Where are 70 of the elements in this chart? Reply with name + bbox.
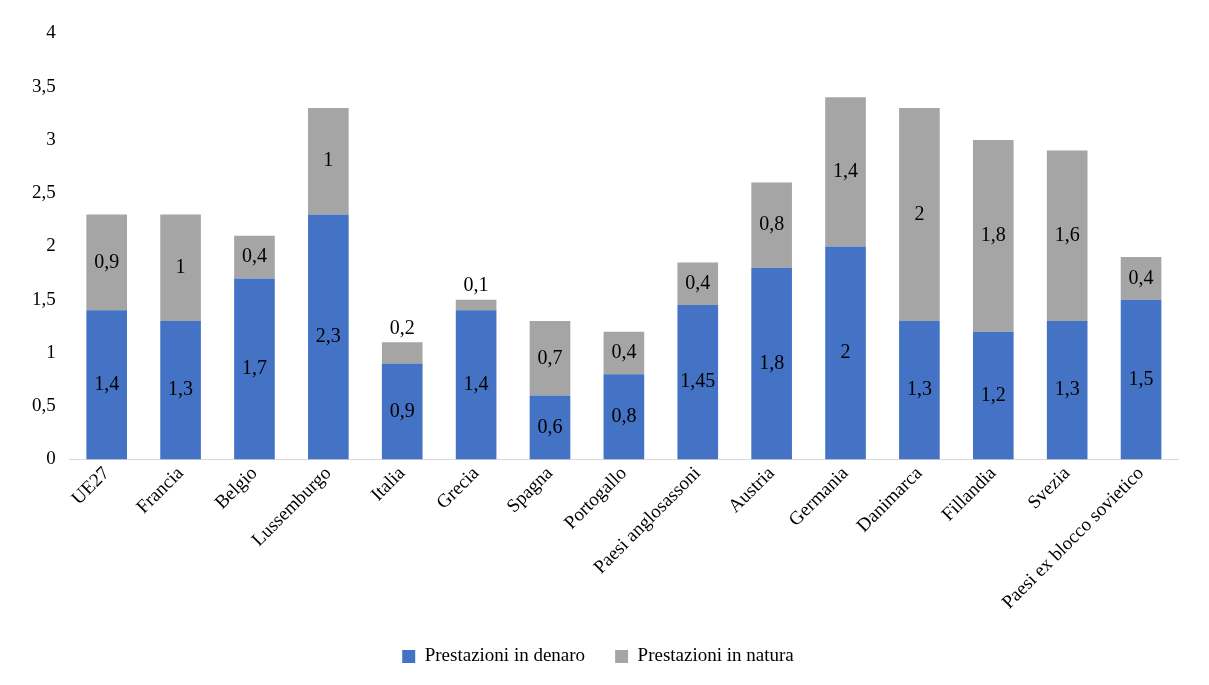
data-label: 1,5 [1128, 366, 1154, 389]
data-label: 1,6 [1054, 223, 1080, 246]
bar [751, 267, 792, 460]
data-label: 1,3 [1054, 377, 1080, 400]
bar [86, 310, 128, 460]
bar [1046, 320, 1088, 460]
data-label: 0,8 [611, 404, 637, 427]
data-label: 2,3 [315, 324, 341, 347]
y-tick-label: 1,5 [32, 287, 56, 309]
data-label: 2 [840, 340, 851, 363]
bar [677, 305, 719, 460]
data-label: 0,7 [537, 345, 563, 368]
bar [1120, 299, 1162, 460]
data-label: 1,3 [168, 377, 194, 400]
bar [825, 246, 866, 460]
data-label: 1 [175, 254, 186, 277]
data-label: 0,9 [389, 398, 415, 421]
bar [455, 310, 497, 460]
y-tick-label: 3 [46, 127, 56, 149]
bar [677, 262, 719, 305]
bar [308, 214, 349, 460]
data-label: 0,4 [1128, 265, 1154, 288]
bar [160, 320, 201, 460]
bar [972, 139, 1014, 332]
bar [972, 331, 1014, 460]
bar [899, 107, 940, 321]
data-label: 0,6 [537, 414, 563, 437]
y-tick-label: 3,5 [32, 74, 56, 96]
legend-label: Prestazioni in denaro [424, 644, 586, 666]
bar [751, 182, 792, 268]
bar [234, 278, 275, 460]
data-label: 0,8 [759, 212, 785, 235]
bar [308, 107, 349, 215]
data-label: 1,4 [463, 372, 489, 395]
y-tick-label: 1 [46, 340, 56, 362]
bar [381, 342, 423, 364]
data-label: 1,8 [980, 223, 1006, 246]
data-label: 1,3 [906, 377, 932, 400]
y-tick-label: 2,5 [32, 181, 56, 203]
bar [381, 363, 423, 460]
bar [160, 214, 201, 321]
bar [825, 97, 866, 247]
y-tick-label: 0,5 [32, 394, 56, 416]
data-label: 0,1 [463, 272, 489, 295]
data-label: 0,4 [241, 244, 267, 267]
data-label: 1,7 [241, 356, 267, 379]
data-label: 1,8 [759, 350, 785, 373]
bar [529, 395, 571, 460]
bar [86, 214, 128, 311]
data-label: 0,4 [611, 340, 637, 363]
bar [455, 299, 497, 311]
data-label: 0,2 [389, 315, 415, 338]
y-tick-label: 4 [46, 21, 57, 43]
data-label: 1 [323, 148, 334, 171]
y-tick-label: 2 [46, 234, 56, 256]
bar [1046, 150, 1088, 321]
legend-label: Prestazioni in natura [637, 644, 795, 666]
data-label: 0,9 [94, 249, 120, 272]
bar [529, 320, 571, 396]
bar [899, 320, 940, 460]
bar [603, 374, 645, 460]
y-tick-label: 0 [46, 447, 56, 469]
data-label: 1,4 [94, 372, 120, 395]
data-label: 0,4 [685, 270, 711, 293]
x-tick-label: Italia [366, 461, 409, 505]
data-label: 1,2 [980, 382, 1006, 405]
data-label: 1,45 [680, 369, 716, 392]
bar [234, 235, 275, 279]
data-label: 2 [914, 201, 925, 224]
data-label: 1,4 [833, 159, 859, 182]
